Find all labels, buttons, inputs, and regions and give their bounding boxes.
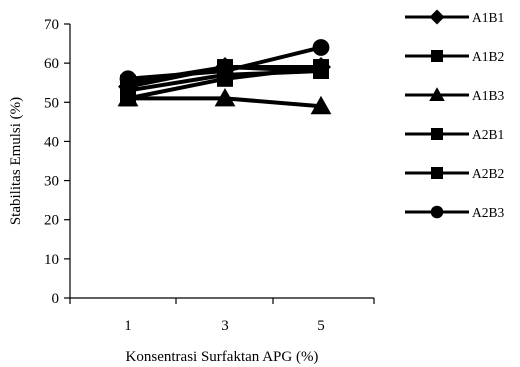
x-tick-label: 3 <box>221 318 229 334</box>
y-tick-label: 70 <box>44 17 59 33</box>
y-axis-label: Stabilitas Emulsi (%) <box>8 97 24 225</box>
legend-label: A2B3 <box>472 205 505 220</box>
x-tick-label: 5 <box>317 318 325 334</box>
y-tick-label: 10 <box>44 252 59 268</box>
data-point <box>313 62 329 79</box>
legend-item: A2B2 <box>405 166 504 181</box>
legend-marker <box>429 87 445 101</box>
legend-marker <box>430 205 444 219</box>
data-point <box>216 62 234 80</box>
data-point <box>214 87 236 107</box>
legend-marker <box>429 9 445 25</box>
series-layer <box>117 39 332 115</box>
legend-marker <box>431 128 443 140</box>
x-ticks: 1 3 5 <box>69 298 375 334</box>
legend-item: A2B1 <box>405 127 504 142</box>
x-axis-label: Konsentrasi Surfaktan APG (%) <box>126 349 319 365</box>
legend-item: A2B3 <box>405 205 505 220</box>
y-tick-label: 40 <box>44 134 59 150</box>
legend-item: A1B1 <box>405 9 504 25</box>
series-a1b3 <box>117 87 332 115</box>
y-tick-label: 20 <box>44 213 59 229</box>
legend-label: A1B1 <box>472 10 504 25</box>
y-tick-label: 0 <box>52 291 60 307</box>
legend-label: A2B2 <box>472 166 504 181</box>
x-tick-label: 1 <box>124 318 132 334</box>
legend-item: A1B2 <box>405 49 504 64</box>
y-tick-label: 30 <box>44 174 59 190</box>
y-tick-label: 60 <box>44 56 59 72</box>
data-point <box>120 82 136 99</box>
legend-label: A1B3 <box>472 88 505 103</box>
legend-marker <box>431 167 443 179</box>
series-a2b3 <box>119 39 330 88</box>
legend-item: A1B3 <box>405 87 505 103</box>
data-point <box>119 70 137 88</box>
legend-label: A2B1 <box>472 127 504 142</box>
legend: A1B1 A1B2 A1B3 A2B1 A2B2 A2B3 <box>405 9 505 220</box>
axes <box>69 24 374 299</box>
data-point <box>310 95 332 115</box>
legend-marker <box>431 50 443 62</box>
data-point <box>312 39 330 56</box>
legend-label: A1B2 <box>472 49 504 64</box>
y-tick-label: 50 <box>44 95 59 111</box>
y-ticks: 0 10 20 30 40 50 60 70 <box>44 17 70 307</box>
